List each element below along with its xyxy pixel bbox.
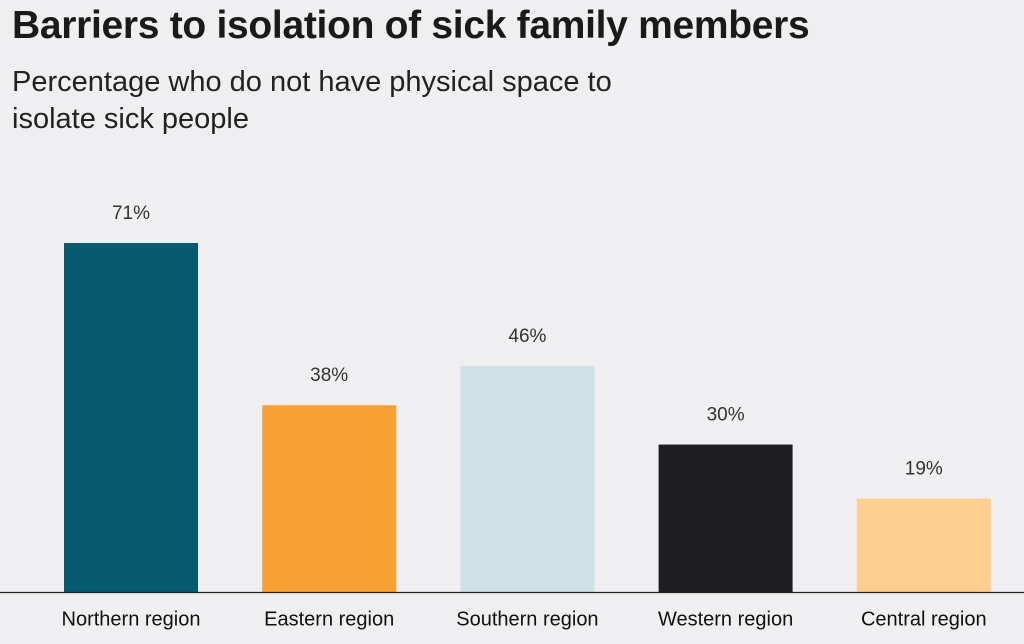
bar [856,498,991,592]
value-label: 71% [112,203,150,224]
x-tick-label: Central region [861,608,987,630]
x-tick-label: Eastern region [264,608,394,630]
bar [460,365,595,592]
x-tick-label: Northern region [62,608,201,630]
chart-title: Barriers to isolation of sick family mem… [12,4,810,47]
chart-subtitle: Percentage who do not have physical spac… [12,66,612,135]
bar [64,243,198,592]
bar [658,444,793,592]
value-label: 46% [508,326,546,347]
x-tick-label: Western region [658,608,793,630]
value-label: 30% [707,405,745,426]
value-label: 19% [905,459,943,480]
value-label: 38% [310,365,348,386]
bar [262,405,397,592]
x-tick-label: Southern region [456,608,598,630]
